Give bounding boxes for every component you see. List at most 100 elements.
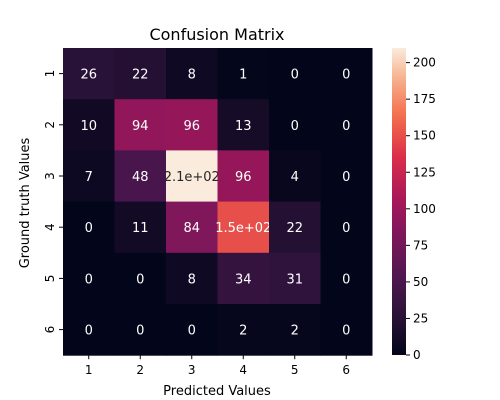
heatmap-cell (166, 304, 218, 356)
cell-value-label: 0 (342, 221, 350, 236)
heatmap-cell (63, 48, 115, 100)
heatmap-cell (166, 150, 218, 203)
heatmap-cell (166, 201, 218, 254)
chart-title: Confusion Matrix (149, 25, 284, 44)
heatmap-cell (320, 48, 373, 100)
cell-value-label: 0 (342, 119, 350, 134)
x-tick-label: 4 (239, 363, 247, 377)
cell-value-label: 8 (188, 68, 196, 83)
heatmap-cell (217, 201, 270, 254)
cell-value-label: 0 (85, 324, 93, 339)
x-tick-label: 6 (342, 363, 350, 377)
colorbar-tick-label: 50 (413, 275, 428, 289)
heatmap-cell (217, 252, 270, 305)
cell-value-label: 84 (183, 221, 200, 236)
colorbar: 0 25 50 75 100 125 150 175 200 (392, 48, 436, 362)
heatmap-cell (217, 304, 270, 356)
heatmap-cell (269, 304, 321, 356)
y-tick-label: 6 (43, 326, 57, 334)
cell-value-label: 0 (342, 170, 350, 185)
cell-value-label: 96 (235, 170, 252, 185)
x-axis: 1 2 3 4 5 6 (85, 355, 350, 377)
colorbar-tick-label: 125 (413, 165, 436, 179)
heatmap-cell (166, 99, 218, 151)
heatmap-cell (269, 150, 321, 203)
cell-value-label: 22 (132, 68, 149, 83)
cell-value-label: 1.5e+02 (215, 221, 271, 236)
cell-value-label: 0 (291, 119, 299, 134)
heatmap-cell (63, 99, 115, 151)
x-axis-label: Predicted Values (163, 384, 271, 399)
heatmap-cell (63, 201, 115, 254)
heatmap-cell (114, 252, 167, 305)
cell-value-label: 0 (291, 68, 299, 83)
heatmap-cell (269, 201, 321, 254)
cell-value-label: 26 (80, 68, 97, 83)
heatmap-cell (166, 252, 218, 305)
cell-value-label: 0 (136, 324, 144, 339)
x-tick-label: 2 (136, 363, 144, 377)
cell-value-label: 0 (342, 324, 350, 339)
cell-value-label: 0 (85, 221, 93, 236)
heatmap-cell (217, 48, 270, 100)
heatmap-cell (63, 252, 115, 305)
y-axis: 1 2 3 4 5 6 (43, 70, 63, 334)
heatmap-cell (320, 99, 373, 151)
cell-value-label: 4 (291, 170, 299, 185)
heatmap-cell (114, 48, 167, 100)
x-tick-label: 3 (188, 363, 196, 377)
cell-value-label: 8 (188, 272, 196, 287)
heatmap-cell (114, 304, 167, 356)
heatmap-cell (320, 252, 373, 305)
colorbar-tick-label: 150 (413, 129, 436, 143)
cell-value-label: 0 (342, 68, 350, 83)
colorbar-tick-label: 175 (413, 92, 436, 106)
y-axis-label: Ground truth Values (18, 137, 33, 268)
y-tick-label: 1 (43, 70, 57, 78)
y-tick-label: 5 (43, 275, 57, 283)
colorbar-tick-label: 100 (413, 202, 436, 216)
cell-value-label: 11 (132, 221, 149, 236)
heatmap-cell (320, 201, 373, 254)
cell-value-label: 0 (188, 324, 196, 339)
x-tick-label: 5 (291, 363, 299, 377)
heatmap-cell (269, 252, 321, 305)
heatmap-cell (63, 304, 115, 356)
cell-value-label: 2 (239, 324, 247, 339)
y-tick-label: 2 (43, 121, 57, 129)
cell-value-label: 96 (183, 119, 200, 134)
cell-value-label: 1 (239, 68, 247, 83)
colorbar-gradient (392, 48, 406, 355)
heatmap-cell (320, 304, 373, 356)
heatmap-cell (114, 150, 167, 203)
cell-value-label: 0 (85, 272, 93, 287)
cell-value-label: 10 (80, 119, 97, 134)
heatmap-cell (63, 150, 115, 203)
cell-value-label: 94 (132, 119, 149, 134)
cell-value-label: 34 (235, 272, 252, 287)
heatmap-cell (320, 150, 373, 203)
colorbar-tick-label: 75 (413, 238, 428, 252)
cell-value-label: 48 (132, 170, 149, 185)
cell-value-label: 31 (286, 272, 303, 287)
cell-value-label: 2.1e+02 (164, 170, 220, 185)
heatmap-cell (217, 150, 270, 203)
x-tick-label: 1 (85, 363, 93, 377)
cell-value-label: 0 (342, 272, 350, 287)
cell-value-label: 2 (291, 324, 299, 339)
colorbar-tick-label: 200 (413, 56, 436, 70)
heatmap-cell (269, 48, 321, 100)
heatmap-cell (114, 201, 167, 254)
heatmap-cell (217, 99, 270, 151)
y-tick-label: 4 (43, 223, 57, 231)
cell-value-label: 13 (235, 119, 252, 134)
cell-value-label: 22 (286, 221, 303, 236)
heatmap-cell (269, 99, 321, 151)
heatmap-cell (166, 48, 218, 100)
heatmap-cell (114, 99, 167, 151)
colorbar-tick-label: 0 (413, 348, 421, 362)
cell-value-label: 7 (85, 170, 93, 185)
colorbar-tick-label: 25 (413, 311, 428, 325)
y-tick-label: 3 (43, 172, 57, 180)
